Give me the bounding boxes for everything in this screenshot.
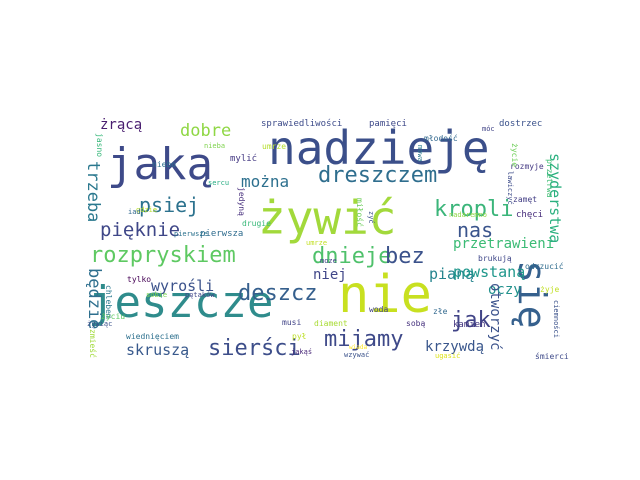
word: iad <box>128 208 141 216</box>
word: żyje <box>540 285 560 294</box>
word: przetrwa <box>545 159 554 198</box>
word: młodość <box>424 134 458 143</box>
word: śmierci <box>535 352 569 361</box>
word: jasno <box>95 133 104 158</box>
word: żrącą <box>100 117 143 133</box>
word: sobie <box>146 291 168 299</box>
word: lawiczyć <box>506 171 514 205</box>
word: będzie <box>84 268 104 330</box>
word: ciemności <box>552 300 560 338</box>
word: moze <box>320 257 337 265</box>
word: umrze <box>306 239 328 247</box>
word: mijamy <box>324 327 404 352</box>
word: dreszczem <box>318 163 438 188</box>
word: życiu <box>101 312 126 321</box>
word: pył <box>292 332 307 341</box>
word: diament <box>314 319 348 328</box>
word: pierwsza <box>200 229 244 239</box>
word: wiednięciem <box>126 332 179 341</box>
word: się <box>510 260 554 329</box>
word: pierwsze <box>174 230 208 238</box>
word: niej <box>313 267 347 283</box>
word: życie <box>510 143 519 168</box>
word: żywiąc <box>87 320 113 328</box>
word: odrzucić <box>525 262 564 271</box>
word: powstaną <box>453 263 526 281</box>
word: drugie <box>242 219 271 228</box>
word: nieba <box>204 142 226 150</box>
word: sobą <box>406 319 426 328</box>
word: deszcz <box>238 281 318 306</box>
word: żywić <box>258 191 397 245</box>
word: sierści <box>208 336 301 361</box>
word: musi <box>282 318 302 327</box>
word: pętaków <box>185 291 215 299</box>
word: wyrośli <box>151 277 215 295</box>
word: pięknie <box>100 219 181 241</box>
word: pamięci <box>369 119 407 129</box>
word: miłość <box>355 198 364 227</box>
word: kropli <box>434 197 514 222</box>
word: móc <box>482 125 495 133</box>
word: brukują <box>478 254 512 263</box>
word: skruszą <box>126 341 190 359</box>
word: krzywdą <box>425 339 485 355</box>
word: nie <box>338 265 432 325</box>
word: psiej <box>139 193 200 217</box>
word: kamień <box>453 320 486 330</box>
word: mylić <box>230 154 258 164</box>
word: można <box>241 172 290 191</box>
word: ugasić <box>435 352 461 360</box>
word: oczy <box>488 282 522 298</box>
word: nas <box>457 218 494 242</box>
word: jaką <box>107 139 213 190</box>
word: zyć <box>367 211 375 224</box>
word: złe <box>433 307 448 316</box>
word: mowa <box>416 145 424 162</box>
word: bez <box>385 244 425 269</box>
word: sercu <box>208 179 230 187</box>
word: zamęt <box>513 195 538 204</box>
word: trzeba <box>83 161 103 223</box>
word: dobre <box>180 121 232 141</box>
word: woda <box>369 305 389 314</box>
word: przetrawieni <box>453 236 555 252</box>
word: zmieść <box>88 329 97 358</box>
word: wzywać <box>344 351 370 359</box>
word: jak <box>451 308 491 333</box>
word: tylko <box>127 275 152 284</box>
word: chęci <box>516 210 544 220</box>
word: jakąś <box>291 348 313 356</box>
word: sprawiedliwości <box>261 119 343 129</box>
word: rozpryskiem <box>90 243 236 268</box>
word-cloud: nadzieję jaką żywić jeszcze nie się dres… <box>80 103 569 373</box>
word: dostrzec <box>499 119 543 129</box>
word: umrze <box>262 142 287 151</box>
word: nadaremno <box>449 211 487 219</box>
word: dnieje <box>312 244 392 269</box>
word: chlebem <box>104 285 113 319</box>
word: szyderstwa <box>546 153 564 244</box>
word: niebo <box>152 160 177 169</box>
word: jeszcze <box>88 277 274 328</box>
word: otworzyć <box>487 283 503 351</box>
word: nadzieję <box>268 121 490 175</box>
word: rozmyje <box>510 162 544 171</box>
word: gdzie <box>136 206 158 214</box>
word: pianą <box>429 265 475 283</box>
word: wiada <box>349 344 368 351</box>
word: jedyną <box>237 187 246 216</box>
